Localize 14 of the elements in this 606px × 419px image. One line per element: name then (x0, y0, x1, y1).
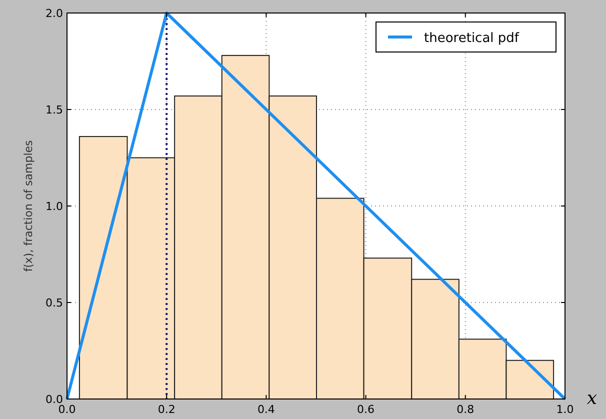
x-tick-label: 0.2 (158, 403, 176, 416)
x-tick-label: 0.0 (58, 403, 76, 416)
x-tick-label: 0.8 (456, 403, 474, 416)
x-tick-label: 0.6 (357, 403, 375, 416)
y-axis-title: f(x), fraction of samples (22, 140, 35, 272)
x-tick-label: 1.0 (556, 403, 574, 416)
y-tick-label: 0.5 (46, 296, 63, 310)
x-tick-label: 0.4 (257, 403, 275, 416)
y-tick-label: 0.0 (46, 393, 63, 406)
y-tick-label: 1.0 (46, 200, 63, 213)
y-tick-label: 1.5 (46, 104, 63, 116)
y-tick-label: 2.0 (46, 7, 63, 20)
x-axis-title: x (586, 388, 598, 409)
legend-label: theoretical pdf (424, 31, 520, 46)
